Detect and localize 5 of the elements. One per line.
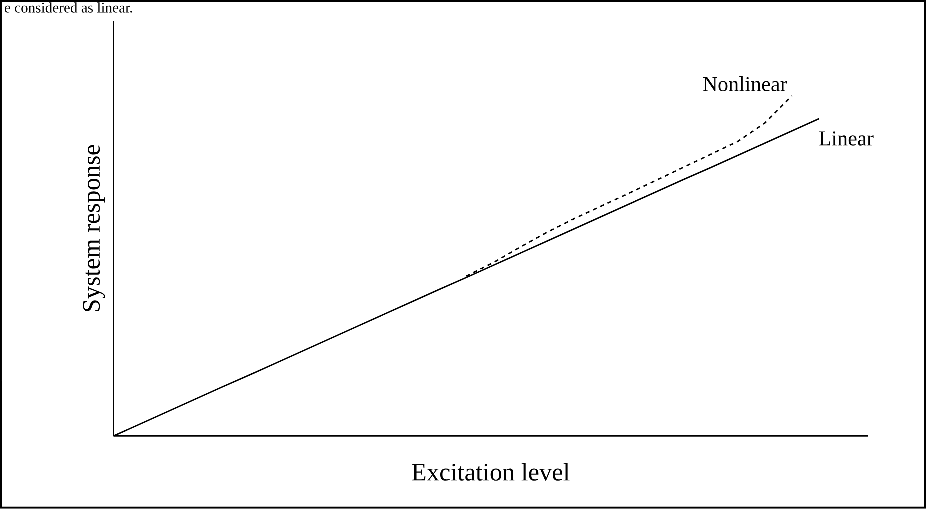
y-axis-title: System response xyxy=(83,145,106,312)
series-label: Linear xyxy=(819,132,874,146)
x-axis-title: Excitation level xyxy=(412,463,570,481)
text: e considered as linear. xyxy=(5,2,132,13)
series-label: Nonlinear xyxy=(703,76,788,92)
